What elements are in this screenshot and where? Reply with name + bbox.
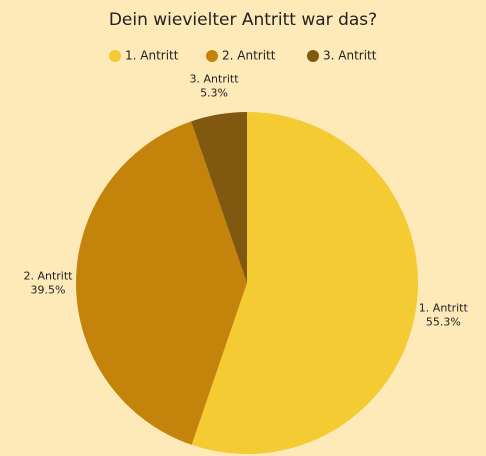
data-label-name: 3. Antritt (190, 73, 240, 86)
chart-title: Dein wievielter Antritt war das? (109, 10, 377, 30)
pie-slice (76, 121, 248, 445)
data-label-value: 39.5% (31, 283, 66, 296)
legend-label: 2. Antritt (222, 49, 276, 63)
data-label-value: 5.3% (200, 87, 228, 100)
legend-label: 1. Antritt (125, 49, 179, 63)
data-label-name: 2. Antritt (23, 269, 73, 282)
pie-slice (191, 112, 247, 283)
pie-slice (191, 112, 419, 455)
legend-swatch (206, 50, 218, 62)
data-label-name: 1. Antritt (419, 302, 469, 315)
legend-label: 3. Antritt (323, 49, 377, 63)
legend-swatch (307, 50, 319, 62)
legend-swatch (109, 50, 121, 62)
data-label-value: 55.3% (426, 316, 461, 329)
